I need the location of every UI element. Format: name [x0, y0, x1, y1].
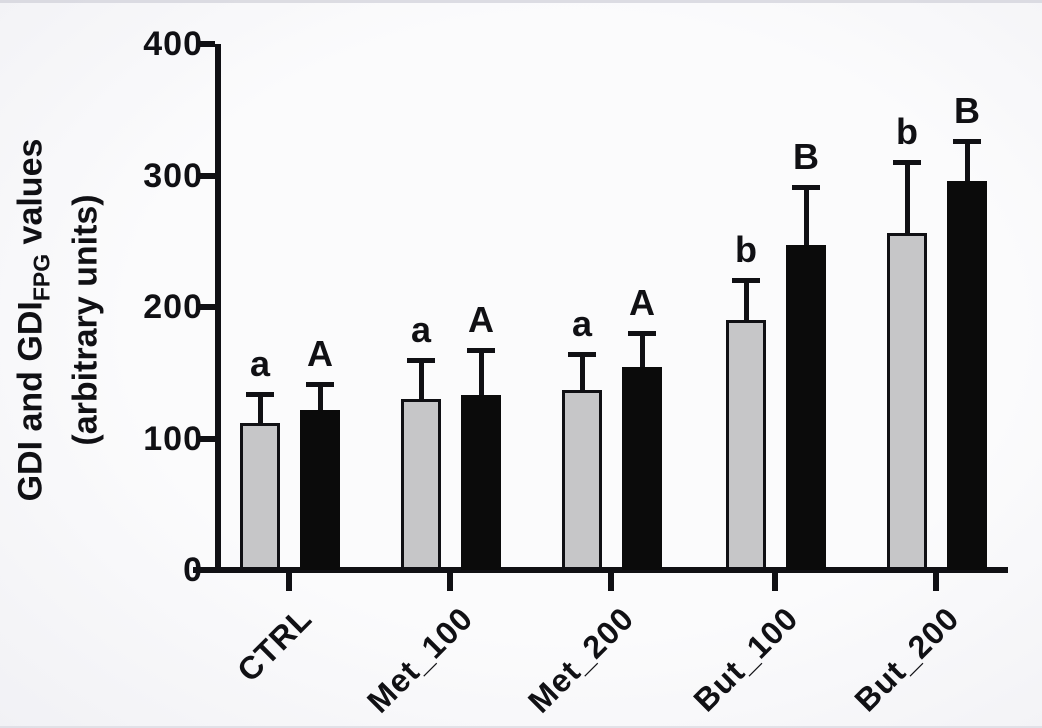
error-bar-line-gdi-but-100 [743, 278, 749, 327]
x-tick [286, 573, 292, 591]
x-tick [772, 573, 778, 591]
error-bar-cap-gdi-but-100 [732, 278, 760, 284]
y-tick-label: 200 [143, 288, 203, 326]
y-tick [196, 41, 215, 47]
error-bar-cap-gdi-fpg-met-100 [467, 347, 495, 353]
x-axis-line [193, 567, 1008, 573]
error-bar-cap-gdi-fpg-ctrl [306, 381, 334, 387]
y-tick-label: 0 [183, 551, 203, 589]
error-bar-line-gdi-ctrl [257, 392, 263, 429]
x-axis-label: Met_200 [520, 600, 641, 720]
sig-letter-gdi-fpg-met-200: A [629, 281, 655, 323]
sig-letter-gdi-met-200: a [571, 302, 593, 344]
error-bar-line-gdi-but-200 [904, 159, 910, 240]
sig-letter-gdi-fpg-ctrl: A [307, 332, 333, 374]
x-tick [447, 573, 453, 591]
y-tick-label: 300 [143, 156, 203, 195]
bar-gdi-fpg-but-200 [947, 180, 987, 570]
error-bar-line-gdi-met-100 [418, 358, 424, 406]
sig-letter-gdi-ctrl: a [249, 343, 271, 385]
error-bar-line-gdi-fpg-met-100 [478, 347, 484, 402]
y-tick [196, 304, 215, 310]
image-top-edge [0, 0, 1042, 3]
error-bar-line-gdi-fpg-met-200 [639, 330, 645, 374]
y-axis-title-line1: GDI and GDIFPG values [11, 138, 55, 502]
y-tick [196, 435, 215, 442]
x-axis-label: But_200 [847, 600, 966, 719]
y-axis-title-line2: (arbitrary units) [66, 194, 105, 446]
sig-letter-gdi-fpg-but-200: B [954, 89, 980, 131]
error-bar-line-gdi-fpg-but-200 [964, 138, 970, 187]
bar-gdi-fpg-met-100 [461, 395, 501, 570]
y-axis-title: GDI and GDIFPG values (arbitrary units) [9, 139, 108, 502]
error-bar-line-gdi-fpg-ctrl [317, 381, 323, 416]
bar-gdi-fpg-but-100 [786, 245, 826, 570]
error-bar-cap-gdi-fpg-met-200 [628, 330, 656, 336]
image-bottom-edge [0, 726, 1042, 728]
error-bar-cap-gdi-ctrl [246, 392, 274, 398]
x-tick [608, 573, 614, 591]
x-axis-label: Met_100 [359, 600, 480, 720]
error-bar-cap-gdi-but-200 [893, 159, 921, 165]
y-tick-label: 400 [143, 25, 203, 63]
y-axis-title-subscript: FPG [28, 253, 55, 302]
x-tick [933, 573, 939, 591]
x-axis-label: CTRL [229, 600, 319, 689]
sig-letter-gdi-fpg-but-100: B [793, 135, 819, 177]
bar-gdi-but-100 [726, 320, 766, 570]
sig-letter-gdi-fpg-met-100: A [468, 298, 494, 340]
sig-letter-gdi-but-100: b [735, 229, 757, 271]
bar-gdi-ctrl [240, 422, 280, 570]
error-bar-line-gdi-met-200 [579, 351, 585, 396]
error-bar-cap-gdi-fpg-but-200 [953, 138, 981, 144]
error-bar-cap-gdi-met-100 [407, 358, 435, 364]
bar-gdi-fpg-ctrl [300, 409, 340, 570]
sig-letter-gdi-but-200: b [896, 110, 918, 152]
y-tick-label: 100 [143, 419, 203, 458]
bar-gdi-met-100 [401, 399, 441, 570]
error-bar-line-gdi-fpg-but-100 [803, 184, 809, 252]
bar-gdi-but-200 [887, 233, 927, 570]
error-bar-cap-gdi-met-200 [568, 351, 596, 357]
y-axis-line [215, 44, 221, 573]
bar-gdi-fpg-met-200 [622, 367, 662, 570]
y-tick [196, 172, 215, 179]
x-axis-label: But_100 [686, 600, 805, 719]
sig-letter-gdi-met-100: a [410, 309, 432, 351]
error-bar-cap-gdi-fpg-but-100 [792, 184, 820, 190]
bar-gdi-met-200 [562, 389, 602, 570]
